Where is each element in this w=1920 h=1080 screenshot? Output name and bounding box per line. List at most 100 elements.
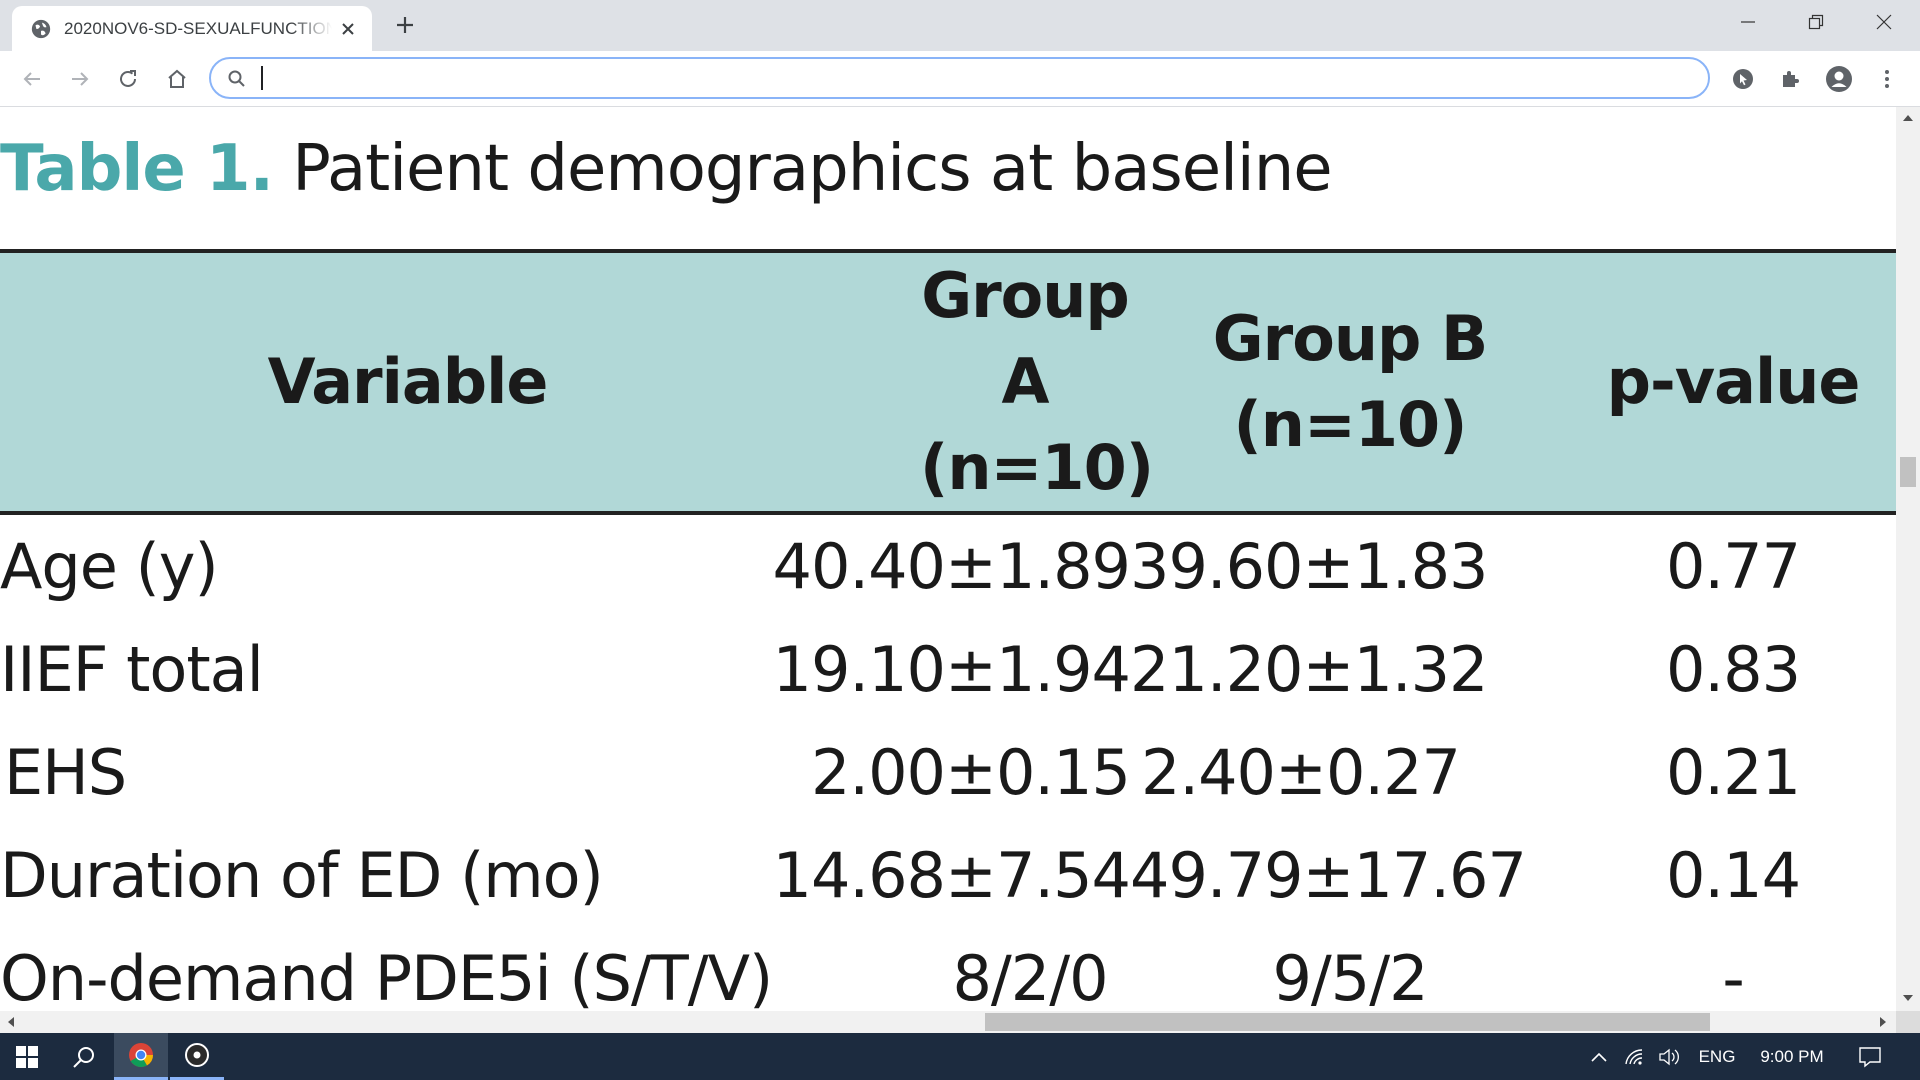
header-group-b: Group B (n=10) — [1130, 249, 1570, 515]
cell-p-value: 0.14 — [1665, 839, 1801, 912]
clock-time: 9:00 PM — [1760, 1046, 1824, 1066]
table-container: Variable Group A (n=10) Group B (n=10) p… — [0, 249, 1896, 1011]
windows-logo-icon — [16, 1045, 38, 1068]
profile-button[interactable] — [1824, 64, 1854, 94]
header-group-a-line1: Group A — [921, 259, 1130, 418]
tab-strip: 2020NOV6-SD-SEXUALFUNCTION — [0, 0, 1920, 51]
header-p-value-label: p-value — [1606, 345, 1861, 418]
table-row: EHS 2.00±0.15 2.40±0.27 0.21 — [0, 721, 1896, 824]
menu-button[interactable] — [1872, 64, 1902, 94]
cell-group-a: 40.40±1.89 — [772, 530, 1132, 603]
window-close-icon — [1876, 14, 1892, 30]
reload-icon — [120, 70, 136, 87]
minimize-icon — [1741, 21, 1755, 23]
scroll-left-arrow-icon[interactable] — [8, 1017, 14, 1027]
horizontal-scroll-thumb[interactable] — [985, 1013, 1710, 1031]
cell-group-b: 49.79±17.67 — [1130, 839, 1527, 912]
restore-icon — [1808, 14, 1824, 30]
tray-overflow-button[interactable] — [1584, 1033, 1614, 1080]
table-row: On-demand PDE5i (S/T/V) 8/2/0 9/5/2 - — [0, 927, 1896, 1011]
language-indicator: ENG — [1698, 1046, 1736, 1066]
cell-group-b: 9/5/2 — [1130, 927, 1570, 1011]
cell-group-a: 2.00±0.15 — [810, 736, 1131, 809]
table-row: Age (y) 40.40±1.89 39.60±1.83 0.77 — [0, 513, 1896, 618]
cell-group-a: 14.68±7.54 — [772, 839, 1132, 912]
input-language-button[interactable]: ENG — [1692, 1033, 1742, 1080]
forward-icon — [72, 72, 89, 86]
scroll-up-arrow-icon[interactable] — [1903, 115, 1913, 121]
cell-group-b: 2.40±0.27 — [1140, 736, 1461, 809]
extension-shortcut-button[interactable] — [1728, 64, 1758, 94]
windows-taskbar: ENG 9:00 PM — [0, 1033, 1920, 1080]
demographics-table: Variable Group A (n=10) Group B (n=10) p… — [0, 249, 1896, 1011]
header-group-b-line1: Group B — [1212, 302, 1488, 375]
cell-p-value: - — [1570, 927, 1896, 1011]
tab-title: 2020NOV6-SD-SEXUALFUNCTION — [64, 18, 332, 38]
header-group-a: Group A (n=10) — [740, 249, 1154, 515]
header-variable-label: Variable — [267, 345, 549, 418]
vertical-scrollbar[interactable] — [1896, 107, 1920, 1011]
plus-icon[interactable] — [392, 12, 418, 38]
cell-group-a: 19.10±1.94 — [772, 633, 1132, 706]
scroll-right-arrow-icon[interactable] — [1880, 1017, 1886, 1027]
start-button[interactable] — [0, 1033, 54, 1080]
table-row: Duration of ED (mo) 14.68±7.54 49.79±17.… — [0, 824, 1896, 927]
reload-button[interactable] — [114, 65, 142, 93]
taskbar-search-button[interactable] — [56, 1033, 112, 1080]
cell-variable: Age (y) — [0, 530, 219, 603]
page-viewport: Table 1. Patient demographics at baselin… — [0, 107, 1896, 1011]
taskbar-media-app-button[interactable] — [170, 1033, 224, 1080]
browser-toolbar — [0, 51, 1920, 107]
header-variable: Variable — [0, 249, 740, 515]
window-close-button[interactable] — [1864, 8, 1904, 36]
scrollbar-corner — [1896, 1011, 1920, 1033]
cell-p-value: 0.83 — [1665, 633, 1801, 706]
minimize-button[interactable] — [1728, 8, 1768, 36]
table-caption-label: Table 1. — [0, 132, 274, 206]
extensions-button[interactable] — [1776, 64, 1806, 94]
cell-variable: IIEF total — [0, 633, 264, 706]
cell-variable: Duration of ED (mo) — [0, 839, 604, 912]
header-group-a-line2: (n=10) — [920, 431, 1154, 504]
puzzle-icon — [1783, 71, 1799, 87]
home-icon — [168, 69, 186, 88]
globe-icon — [31, 19, 51, 38]
cell-group-a: 8/2/0 — [740, 927, 1130, 1011]
search-icon — [228, 70, 245, 87]
network-button[interactable] — [1620, 1033, 1650, 1080]
back-button[interactable] — [18, 65, 46, 93]
scroll-down-arrow-icon[interactable] — [1903, 995, 1913, 1001]
clock-button[interactable]: 9:00 PM — [1748, 1033, 1836, 1080]
action-center-button[interactable] — [1850, 1033, 1890, 1080]
notification-icon — [1859, 1046, 1881, 1067]
header-p-value: p-value — [1570, 249, 1896, 515]
table-caption-text: Patient demographics at baseline — [292, 132, 1332, 206]
taskbar-chrome-button[interactable] — [114, 1033, 168, 1080]
speaker-icon — [1659, 1048, 1679, 1065]
cell-variable: On-demand PDE5i (S/T/V) — [0, 927, 773, 1011]
cell-group-b: 39.60±1.83 — [1130, 530, 1489, 603]
search-icon — [73, 1046, 94, 1068]
forward-button[interactable] — [66, 65, 94, 93]
home-button[interactable] — [163, 65, 191, 93]
chrome-icon — [129, 1043, 153, 1068]
table-row: IIEF total 19.10±1.94 21.20±1.32 0.83 — [0, 618, 1896, 721]
volume-button[interactable] — [1655, 1033, 1685, 1080]
text-caret — [261, 66, 263, 90]
restore-button[interactable] — [1796, 8, 1836, 36]
cell-variable: EHS — [4, 736, 127, 809]
browser-tab[interactable]: 2020NOV6-SD-SEXUALFUNCTION — [12, 6, 372, 51]
header-group-b-line2: (n=10) — [1233, 388, 1467, 461]
horizontal-scrollbar[interactable] — [0, 1011, 1896, 1033]
profile-icon — [1826, 66, 1852, 92]
back-icon — [23, 72, 40, 86]
menu-icon — [1885, 70, 1889, 88]
address-bar[interactable] — [209, 57, 1710, 99]
extension-shortcut-icon — [1733, 69, 1753, 89]
address-input[interactable] — [259, 65, 1683, 93]
close-icon[interactable] — [338, 19, 358, 39]
media-player-icon — [185, 1043, 209, 1067]
table-caption: Table 1. Patient demographics at baselin… — [0, 132, 1333, 206]
chevron-up-icon — [1591, 1052, 1607, 1062]
vertical-scroll-thumb[interactable] — [1900, 457, 1916, 487]
